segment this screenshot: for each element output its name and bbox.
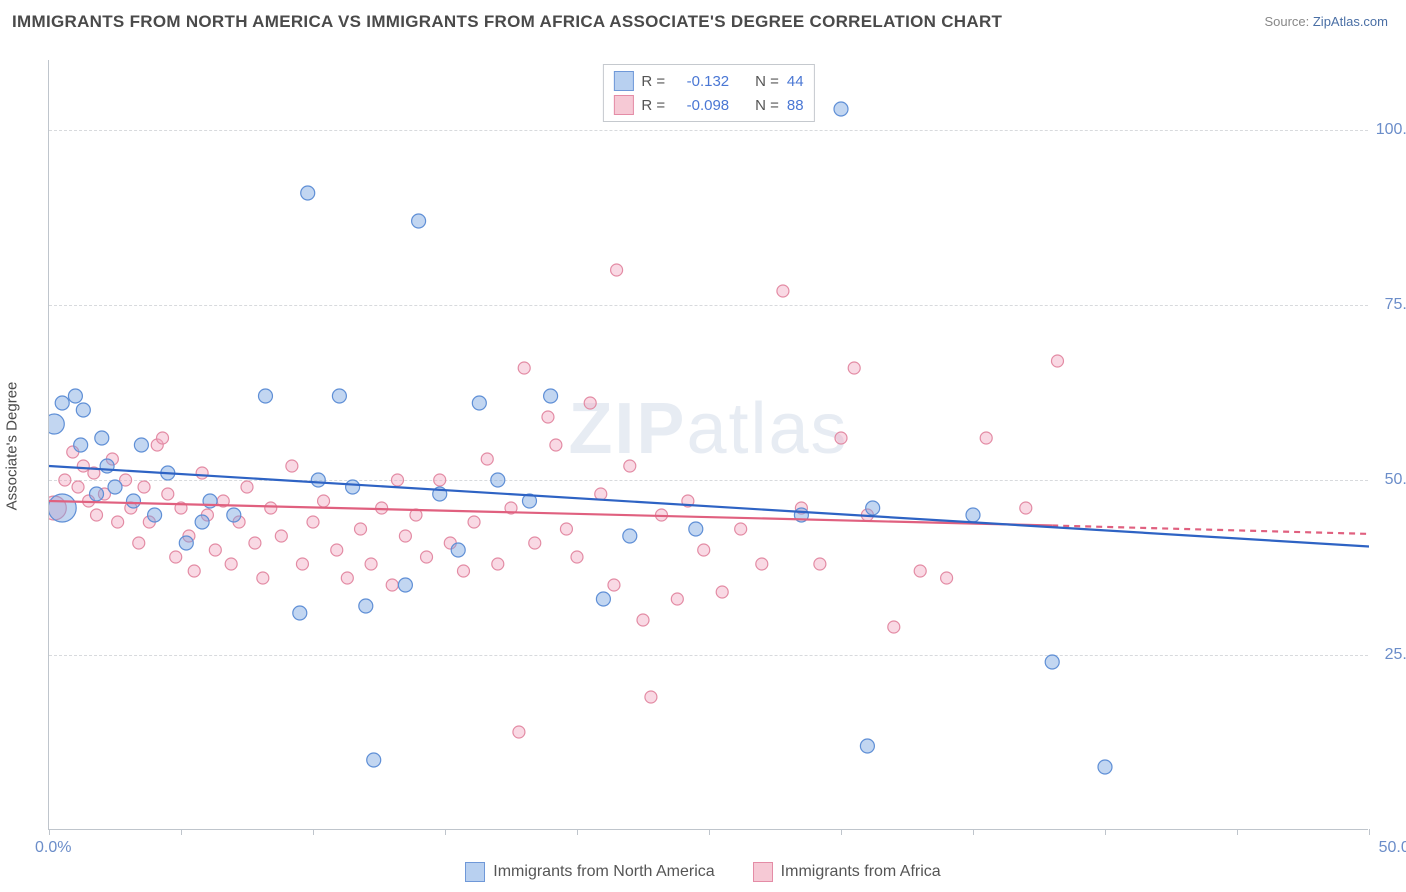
y-tick-label: 25.0% xyxy=(1374,646,1406,664)
legend-swatch xyxy=(753,862,773,882)
legend-label: Immigrants from Africa xyxy=(781,863,941,881)
plot-area: ZIPatlas R =-0.132N =44R =-0.098N =88 0.… xyxy=(48,60,1368,830)
x-axis-start-label: 0.0% xyxy=(35,839,71,857)
source-attribution: Source: ZipAtlas.com xyxy=(1264,14,1388,29)
y-axis-label: Associate's Degree xyxy=(4,382,21,511)
trend-lines xyxy=(49,60,1369,830)
chart-title: IMMIGRANTS FROM NORTH AMERICA VS IMMIGRA… xyxy=(12,12,1002,32)
legend-label: Immigrants from North America xyxy=(493,863,714,881)
source-link[interactable]: ZipAtlas.com xyxy=(1313,14,1388,29)
y-tick-label: 75.0% xyxy=(1374,296,1406,314)
series-legend: Immigrants from North America Immigrants … xyxy=(0,862,1406,882)
x-axis-end-label: 50.0% xyxy=(1379,839,1406,857)
x-tick-mark xyxy=(1369,829,1370,835)
legend-item: Immigrants from North America xyxy=(465,862,714,882)
legend-item: Immigrants from Africa xyxy=(753,862,941,882)
y-tick-label: 50.0% xyxy=(1374,471,1406,489)
legend-swatch xyxy=(465,862,485,882)
y-tick-label: 100.0% xyxy=(1374,121,1406,139)
source-prefix: Source: xyxy=(1264,14,1312,29)
pink-trend-line xyxy=(49,501,1052,526)
